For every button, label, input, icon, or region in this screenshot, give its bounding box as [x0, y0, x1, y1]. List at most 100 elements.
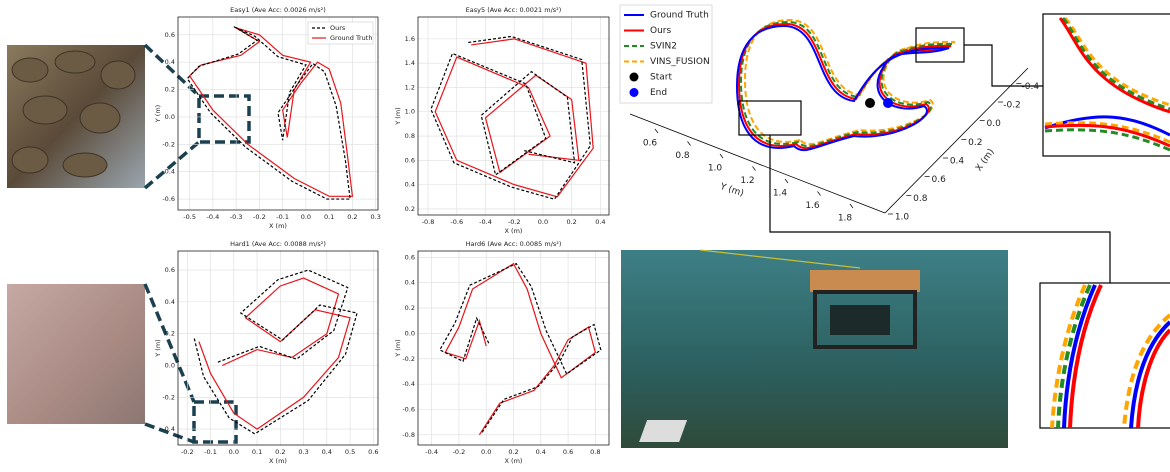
- tick-mark: [720, 154, 723, 158]
- y-tick-label: 1.8: [838, 214, 853, 224]
- y-tick-label: 1.4: [773, 189, 788, 199]
- tick-mark: [850, 204, 853, 208]
- x-tick-label: -0.2: [181, 448, 194, 456]
- y-tick-label: -0.2: [162, 140, 175, 148]
- y-tick-label: 0.6: [405, 156, 415, 164]
- y-tick-label: 0.0: [165, 113, 175, 121]
- y-axis-label: Y (m): [154, 339, 162, 357]
- x-tick-label: -0.6: [450, 218, 463, 226]
- x-tick-label: 0.8: [913, 194, 928, 204]
- x-tick-label: 0.3: [298, 448, 308, 456]
- end-marker: [883, 98, 893, 108]
- chart-title: Hard1 (Ave Acc: 0.0088 m/s²): [230, 240, 326, 248]
- y-tick-label: 1.0: [708, 164, 723, 174]
- y-tick-label: 0.2: [405, 205, 415, 213]
- plot: -0.8-0.6-0.4-0.20.00.20.40.20.40.60.81.0…: [394, 6, 609, 235]
- y-tick-label: 0.6: [405, 253, 415, 261]
- tick-mark: [753, 167, 756, 171]
- chart-title: Easy5 (Ave Acc: 0.0021 m/s²): [466, 6, 562, 14]
- y-tick-label: -0.8: [402, 431, 415, 439]
- trajectory-3d: [737, 20, 955, 150]
- y-tick-label: 1.2: [405, 83, 415, 91]
- x-tick-label: -0.4: [207, 213, 220, 221]
- x-tick-label: -0.4: [479, 218, 492, 226]
- legend-label: VINS_FUSION: [650, 57, 710, 67]
- x-tick-label: 0.0: [481, 448, 491, 456]
- x-tick-label: 1.0: [895, 213, 910, 223]
- x-tick-label: 0.0: [301, 213, 311, 221]
- legend-label: Start: [650, 73, 672, 83]
- trajectory: [187, 27, 350, 199]
- legend-label: Ground Truth: [330, 34, 372, 42]
- y-tick-label: -0.2: [402, 355, 415, 363]
- x-tick-label: -0.4: [425, 448, 438, 456]
- tick-mark: [785, 179, 788, 183]
- x-tick-label: 0.2: [347, 213, 357, 221]
- y-tick-label: 0.4: [405, 181, 415, 189]
- plot: -0.4 -0.2 0.0 0.2 0.4 0.6 0.8 -0.8 -0.6 -0.4 -0.2 0…: [394, 240, 609, 465]
- y-tick-label: -0.4: [402, 380, 415, 388]
- y-tick-label: 1.6: [405, 35, 415, 43]
- x-tick-label: 0.0: [538, 218, 548, 226]
- plot-3d: 0.60.81.01.21.41.61.8-0.4-0.20.00.20.40.…: [620, 5, 1039, 224]
- y-axis-label: Y (m): [154, 105, 162, 123]
- y-tick-label: -0.6: [162, 195, 175, 203]
- x-tick-label: 0.4: [595, 218, 605, 226]
- trajectory: [190, 28, 353, 196]
- trajectory: [440, 264, 601, 433]
- y-tick-label: 0.6: [643, 139, 658, 149]
- x-tick-label: -0.2: [453, 448, 466, 456]
- y-tick-label: 0.2: [165, 330, 175, 338]
- y-tick-label: 0.4: [405, 279, 415, 287]
- x-tick-label: 0.4: [322, 448, 332, 456]
- y-tick-label: -0.4: [162, 168, 175, 176]
- x-tick-label: 0.6: [563, 448, 573, 456]
- seabed-photo: [7, 284, 145, 424]
- y-tick-label: -0.6: [402, 405, 415, 413]
- y-tick-label: -0.4: [162, 425, 175, 433]
- x-tick-label: -0.2: [1003, 101, 1021, 111]
- y-tick-label: 1.6: [805, 201, 820, 211]
- x-axis-label: X (m): [505, 457, 523, 465]
- x-tick-label: 0.0: [229, 448, 239, 456]
- x-tick-label: 0.1: [324, 213, 334, 221]
- zoom-inset-bottom: [1040, 283, 1170, 428]
- y-tick-label: 0.0: [405, 329, 415, 337]
- y-tick-label: 1.2: [740, 176, 754, 186]
- y-tick-label: 0.2: [165, 86, 175, 94]
- x-tick-label: -0.4: [1022, 82, 1040, 92]
- y-tick-label: -0.2: [162, 393, 175, 401]
- y-tick-label: 0.6: [165, 31, 175, 39]
- y-tick-label: 1.4: [405, 59, 415, 67]
- y-axis-label: Y (m): [394, 339, 402, 357]
- x-tick-label: 0.8: [590, 448, 600, 456]
- legend-label: End: [650, 88, 667, 98]
- y-tick-label: 0.2: [405, 304, 415, 312]
- y-tick-label: 0.4: [165, 58, 175, 66]
- tick-mark: [688, 142, 691, 146]
- x-axis-label: X (m): [505, 227, 523, 235]
- trajectory: [194, 270, 357, 434]
- x-tick-label: -0.8: [422, 218, 435, 226]
- chart-title: Easy1 (Ave Acc: 0.0026 m/s²): [230, 6, 326, 14]
- x-tick-label: -0.3: [230, 213, 243, 221]
- legend-label: Ours: [650, 26, 671, 36]
- start-marker: [865, 98, 875, 108]
- x-tick-label: 0.4: [536, 448, 546, 456]
- x-tick-label: 0.2: [968, 138, 982, 148]
- x-tick-label: 0.5: [345, 448, 355, 456]
- x-axis-label: X (m): [269, 457, 287, 465]
- x-tick-label: 0.4: [950, 157, 965, 167]
- y-axis-label: Y (m): [394, 107, 402, 125]
- x-tick-label: -0.5: [183, 213, 196, 221]
- x-tick-label: 0.2: [275, 448, 285, 456]
- chart-title: Hard6 (Ave Acc: 0.0085 m/s²): [466, 240, 562, 248]
- x-tick-label: -0.1: [204, 448, 217, 456]
- legend-marker: [630, 73, 639, 82]
- y-tick-label: 0.8: [675, 151, 690, 161]
- legend-label: Ours: [330, 24, 346, 32]
- legend-marker: [630, 88, 639, 97]
- trajectory: [199, 278, 350, 429]
